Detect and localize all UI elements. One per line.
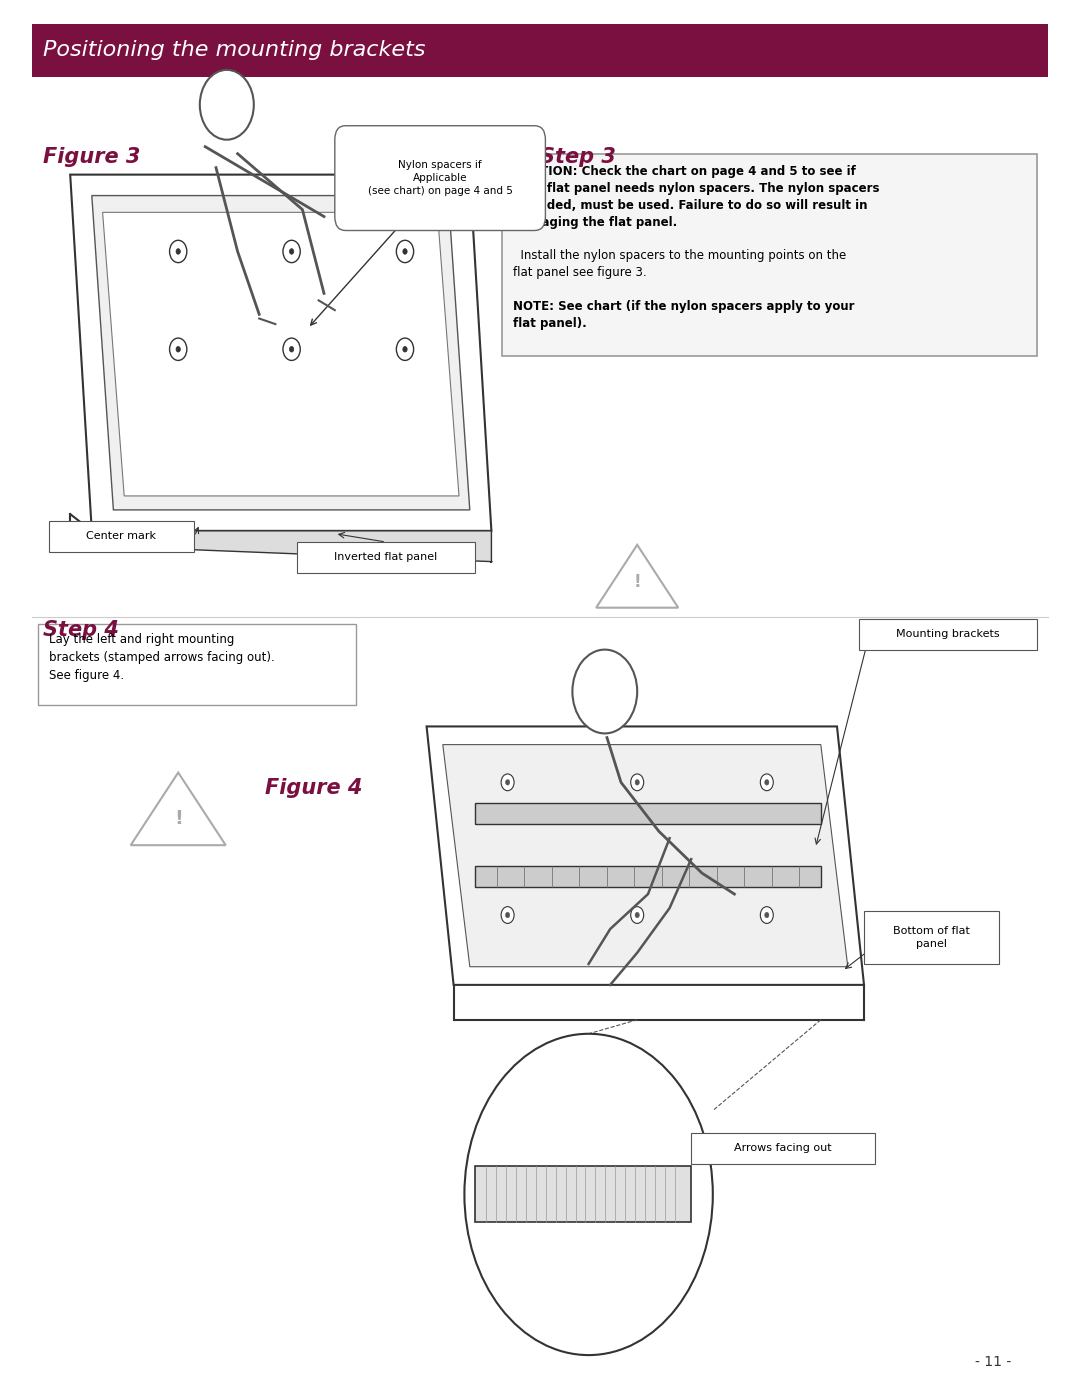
- Text: !: !: [633, 573, 642, 591]
- FancyBboxPatch shape: [691, 1133, 875, 1164]
- Circle shape: [505, 780, 510, 785]
- Circle shape: [765, 780, 769, 785]
- Circle shape: [572, 650, 637, 733]
- Circle shape: [283, 240, 300, 263]
- FancyBboxPatch shape: [859, 619, 1037, 650]
- FancyBboxPatch shape: [297, 542, 475, 573]
- Circle shape: [631, 907, 644, 923]
- Text: Center mark: Center mark: [86, 531, 157, 542]
- Text: Step 4: Step 4: [43, 620, 119, 640]
- Polygon shape: [70, 175, 491, 531]
- Text: Lay the left and right mounting
brackets (stamped arrows facing out).
See figure: Lay the left and right mounting brackets…: [49, 633, 274, 682]
- Circle shape: [403, 346, 407, 352]
- Text: Figure 4: Figure 4: [265, 778, 362, 798]
- Text: Positioning the mounting brackets: Positioning the mounting brackets: [43, 41, 426, 60]
- Text: Install the nylon spacers to the mounting points on the
flat panel see figure 3.: Install the nylon spacers to the mountin…: [513, 249, 847, 278]
- Text: Bottom of flat
panel: Bottom of flat panel: [893, 926, 970, 949]
- Circle shape: [396, 338, 414, 360]
- Circle shape: [635, 780, 639, 785]
- Circle shape: [505, 912, 510, 918]
- FancyBboxPatch shape: [32, 24, 1048, 77]
- Polygon shape: [596, 545, 678, 608]
- Circle shape: [501, 907, 514, 923]
- Text: Inverted flat panel: Inverted flat panel: [335, 552, 437, 563]
- Polygon shape: [131, 773, 226, 845]
- Polygon shape: [443, 745, 848, 967]
- Circle shape: [176, 249, 180, 254]
- Circle shape: [396, 240, 414, 263]
- Polygon shape: [70, 531, 491, 562]
- Polygon shape: [103, 212, 459, 496]
- Text: Nylon spacers if
Applicable
(see chart) on page 4 and 5: Nylon spacers if Applicable (see chart) …: [367, 159, 513, 197]
- Text: Step 3: Step 3: [540, 147, 616, 166]
- Circle shape: [170, 338, 187, 360]
- Circle shape: [760, 907, 773, 923]
- Polygon shape: [92, 196, 470, 510]
- Circle shape: [464, 1034, 713, 1355]
- Circle shape: [403, 249, 407, 254]
- Circle shape: [170, 240, 187, 263]
- Circle shape: [176, 346, 180, 352]
- Circle shape: [289, 346, 294, 352]
- FancyBboxPatch shape: [38, 624, 356, 705]
- FancyBboxPatch shape: [49, 521, 194, 552]
- Text: NOTE: See chart (if the nylon spacers apply to your
flat panel).: NOTE: See chart (if the nylon spacers ap…: [513, 300, 854, 330]
- FancyBboxPatch shape: [864, 911, 999, 964]
- Polygon shape: [475, 803, 821, 824]
- FancyBboxPatch shape: [502, 154, 1037, 356]
- Text: - 11 -: - 11 -: [975, 1355, 1012, 1369]
- Circle shape: [200, 70, 254, 140]
- Circle shape: [289, 249, 294, 254]
- Circle shape: [635, 912, 639, 918]
- Text: Figure 3: Figure 3: [43, 147, 140, 166]
- Polygon shape: [427, 726, 864, 985]
- Circle shape: [631, 774, 644, 791]
- Circle shape: [501, 774, 514, 791]
- Text: CAUTION: Check the chart on page 4 and 5 to see if
your flat panel needs nylon s: CAUTION: Check the chart on page 4 and 5…: [513, 165, 879, 229]
- Text: Mounting brackets: Mounting brackets: [896, 629, 999, 640]
- Polygon shape: [475, 866, 821, 887]
- Text: Arrows facing out: Arrows facing out: [734, 1143, 832, 1154]
- FancyBboxPatch shape: [335, 126, 545, 231]
- Circle shape: [765, 912, 769, 918]
- FancyBboxPatch shape: [475, 1166, 691, 1222]
- Circle shape: [283, 338, 300, 360]
- Text: !: !: [174, 809, 183, 828]
- Circle shape: [760, 774, 773, 791]
